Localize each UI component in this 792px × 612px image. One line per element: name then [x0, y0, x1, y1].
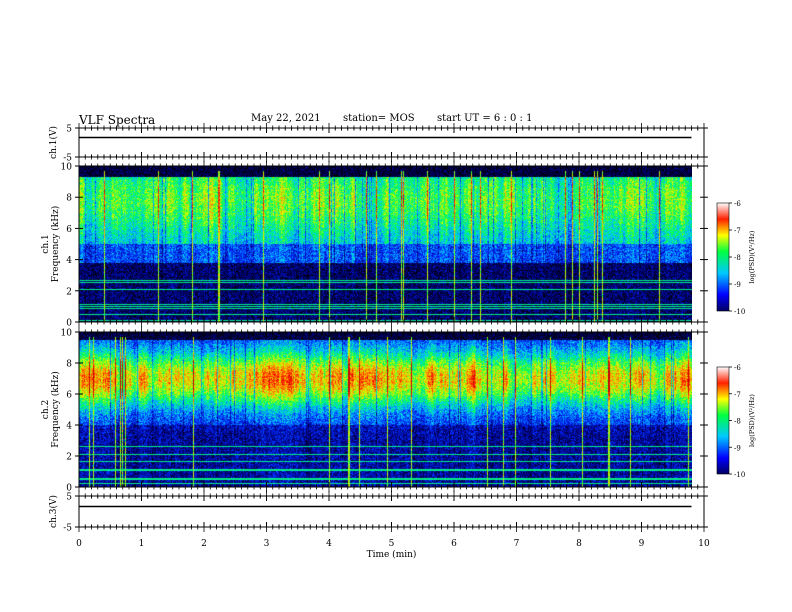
- colorbar-tick-label: -10: [734, 471, 745, 479]
- y-axis-label-line: ch.2: [41, 400, 51, 419]
- colorbar-tick-label: -10: [734, 308, 745, 316]
- colorbar-tick-label: -9: [734, 281, 741, 289]
- x-tick-label: 2: [201, 539, 207, 549]
- axes-layer: [75, 123, 732, 532]
- y-axis-label: ch.2 Frequency (kHz): [41, 371, 61, 448]
- x-tick-label: 6: [451, 539, 457, 549]
- y-axis-label-line: ch.1: [41, 234, 51, 253]
- y-axis-label: ch.1(V): [48, 126, 59, 159]
- colorbar-tick-label: -8: [734, 254, 741, 262]
- y-tick-label: 10: [61, 329, 73, 339]
- y-tick-label: 5: [66, 493, 72, 503]
- colorbar: [716, 366, 730, 475]
- y-tick-label: 4: [66, 256, 72, 266]
- x-tick-label: 0: [76, 539, 82, 549]
- y-tick-label: 2: [66, 287, 72, 297]
- y-tick-label: 8: [66, 360, 72, 370]
- colorbar-tick-label: -7: [734, 391, 741, 399]
- date-label: May 22, 2021: [251, 113, 321, 124]
- ch2-spectrogram-image: [79, 332, 692, 487]
- y-tick-label: -5: [63, 154, 72, 164]
- y-axis-label-line: Frequency (kHz): [50, 371, 61, 448]
- y-axis-label-line: ch.1(V): [48, 126, 59, 159]
- y-tick-label: 0: [66, 319, 72, 329]
- x-tick-label: 7: [514, 539, 520, 549]
- colorbar-tick-label: -8: [734, 418, 741, 426]
- y-tick-label: 6: [66, 391, 72, 401]
- x-tick-label: 5: [389, 539, 395, 549]
- x-tick-label: 4: [326, 539, 332, 549]
- x-tick-label: 10: [698, 539, 710, 549]
- y-axis-label-line: Frequency (kHz): [50, 206, 61, 283]
- spectrogram-layer: [79, 166, 692, 487]
- x-tick-label: 8: [576, 539, 582, 549]
- start-time-label: start UT = 6 : 0 : 1: [437, 113, 533, 124]
- chart-title: VLF Spectra: [79, 113, 156, 127]
- colorbar-tick-label: -6: [734, 364, 741, 372]
- y-tick-label: 5: [66, 125, 72, 135]
- y-tick-label: 4: [66, 422, 72, 432]
- y-axis-label: ch.3(V): [48, 495, 59, 528]
- y-tick-label: 2: [66, 453, 72, 463]
- y-axis-label-line: ch.3(V): [48, 495, 59, 528]
- station-label: station= MOS: [343, 113, 415, 124]
- colorbar-tick-label: -9: [734, 444, 741, 452]
- colorbar-label-text: log(PSD)(V²/Hz): [748, 394, 756, 447]
- y-tick-label: 0: [66, 484, 72, 494]
- y-axis-label: ch.1 Frequency (kHz): [41, 206, 61, 283]
- colorbar-label: log(PSD)(V²/Hz): [748, 230, 756, 283]
- x-tick-label: 9: [639, 539, 645, 549]
- y-tick-label: 8: [66, 194, 72, 204]
- x-axis-label: Time (min): [367, 549, 417, 560]
- y-tick-label: 10: [61, 163, 73, 173]
- colorbar: [716, 202, 730, 312]
- ch1-spectrogram-image: [79, 166, 692, 322]
- colorbar-label-text: log(PSD)(V²/Hz): [748, 230, 756, 283]
- x-tick-label: 3: [264, 539, 270, 549]
- y-tick-label: 6: [66, 225, 72, 235]
- colorbar-tick-label: -6: [734, 200, 741, 208]
- x-tick-label: 1: [139, 539, 145, 549]
- y-tick-label: -5: [63, 524, 72, 534]
- waveform-layer: [79, 136, 692, 508]
- colorbar-label: log(PSD)(V²/Hz): [748, 394, 756, 447]
- colorbar-tick-label: -7: [734, 227, 741, 235]
